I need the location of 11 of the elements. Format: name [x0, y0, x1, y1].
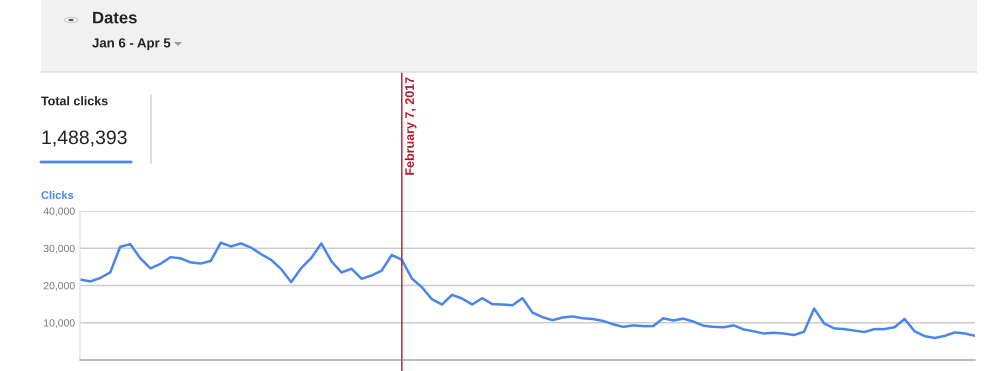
- chart-subtitle: Jan 6 - Apr 5: [92, 38, 170, 50]
- y-axis-title: Clicks: [41, 190, 74, 199]
- y-tick-label: 20,000: [44, 282, 75, 291]
- y-tick-label: 10,000: [44, 319, 75, 328]
- line-series: [80, 241, 975, 340]
- y-tick-label: 30,000: [44, 244, 75, 254]
- y-tick-label: 40,000: [44, 208, 75, 216]
- chart-title: Dates: [93, 12, 137, 24]
- text: Total clicks: [41, 96, 108, 106]
- text: 1,488,393: [42, 130, 127, 147]
- text: February 7, 2017: [404, 77, 416, 175]
